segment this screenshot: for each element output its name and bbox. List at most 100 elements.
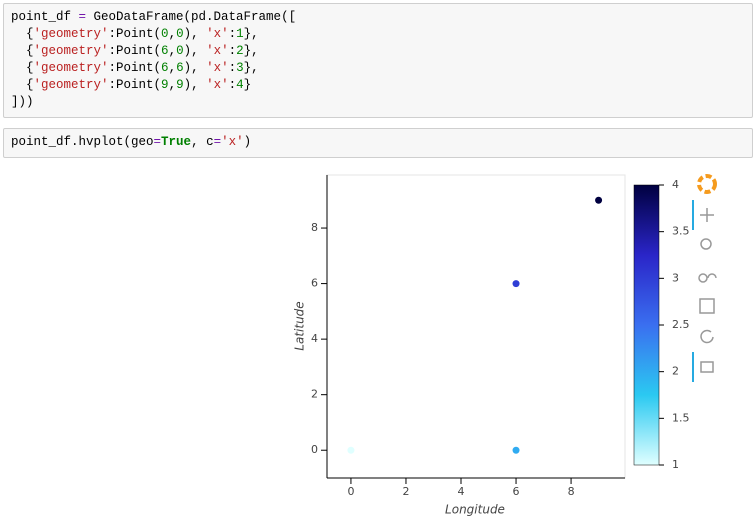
- point: [347, 446, 355, 454]
- save-tool[interactable]: [699, 298, 715, 314]
- plot-frame: [326, 174, 626, 479]
- point: [595, 196, 603, 204]
- y-axis-label: Latitude: [293, 301, 307, 350]
- code-line: point_df = GeoDataFrame(pd.DataFrame([: [11, 9, 745, 26]
- code-token: =: [78, 10, 87, 24]
- code-token: :Point(: [108, 78, 162, 92]
- code-token: :Point(: [108, 44, 162, 58]
- bokeh-logo[interactable]: [697, 174, 717, 194]
- code-token: {: [11, 78, 34, 92]
- code-token: :Point(: [108, 61, 162, 75]
- code-token: True: [161, 135, 192, 149]
- code-token: 'x': [206, 78, 229, 92]
- code-line: {'geometry':Point(0,0), 'x':1},: [11, 26, 745, 43]
- code-token: :: [228, 61, 237, 75]
- colorbar-tick-label: 2: [672, 365, 679, 378]
- code-token: , c: [191, 135, 214, 149]
- toolbar: [692, 174, 717, 382]
- code-token: 0: [161, 27, 169, 41]
- code-token: 'x': [206, 27, 229, 41]
- pan-tool[interactable]: [700, 208, 714, 222]
- code-token: },: [243, 44, 259, 58]
- code-token: :: [228, 78, 237, 92]
- code-token: {: [11, 27, 34, 41]
- point: [512, 280, 520, 288]
- code-token: }: [243, 78, 252, 92]
- code: point_df.hvplot(geo=True, c='x'): [4, 129, 752, 156]
- code-token: 2: [236, 44, 244, 58]
- code-cell[interactable]: point_df.hvplot(geo=True, c='x'): [3, 128, 753, 158]
- code-token: point_df.hvplot(geo: [11, 135, 154, 149]
- code-token: ),: [183, 61, 207, 75]
- code-token: 6: [161, 44, 169, 58]
- colorbar-tick-label: 1: [672, 458, 679, 471]
- code: point_df = GeoDataFrame(pd.DataFrame([ {…: [4, 4, 752, 116]
- y-tick-label: 8: [311, 221, 318, 234]
- hover-tool[interactable]: [700, 361, 714, 373]
- code-line: {'geometry':Point(6,6), 'x':3},: [11, 60, 745, 77]
- code-token: ,: [168, 44, 177, 58]
- code-token: ),: [183, 44, 207, 58]
- colorbar-tick-label: 2.5: [672, 318, 690, 331]
- wheel-zoom-tool[interactable]: [698, 273, 717, 283]
- code-token: =: [213, 135, 222, 149]
- code-token: 0: [176, 44, 184, 58]
- y-tick-label: 4: [311, 332, 318, 345]
- code-token: 'geometry': [33, 61, 109, 75]
- x-axis-label: Longitude: [445, 503, 505, 517]
- active-indicator: [692, 200, 694, 230]
- x-tick-label: 2: [402, 485, 409, 498]
- y-tick-label: 0: [311, 443, 318, 456]
- code-token: 0: [176, 27, 184, 41]
- code-token: 'geometry': [33, 27, 109, 41]
- code-line: point_df.hvplot(geo=True, c='x'): [11, 134, 745, 151]
- x-tick-label: 0: [347, 485, 354, 498]
- point: [512, 446, 520, 454]
- code-token: 'x': [206, 61, 229, 75]
- code-token: {: [11, 44, 34, 58]
- code-token: 'geometry': [33, 78, 109, 92]
- colorbar-tick-label: 3: [672, 271, 679, 284]
- code-token: :Point(: [108, 27, 162, 41]
- code-token: 'geometry': [33, 44, 109, 58]
- code-token: GeoDataFrame(pd.DataFrame([: [86, 10, 297, 24]
- colorbar-tick-label: 1.5: [672, 411, 690, 424]
- code-token: 9: [176, 78, 184, 92]
- x-tick-label: 4: [458, 485, 465, 498]
- y-tick-label: 2: [311, 388, 318, 401]
- code-token: 6: [176, 61, 184, 75]
- code-token: ,: [168, 78, 177, 92]
- code-token: 'x': [206, 44, 229, 58]
- code-token: ),: [183, 27, 207, 41]
- code-token: 1: [236, 27, 244, 41]
- code-token: ])): [11, 95, 34, 109]
- code-token: point_df: [11, 10, 79, 24]
- code-token: :: [228, 27, 237, 41]
- code-cell[interactable]: point_df = GeoDataFrame(pd.DataFrame([ {…: [3, 3, 753, 118]
- code-token: 6: [161, 61, 169, 75]
- code-token: },: [243, 61, 259, 75]
- code-token: 4: [236, 78, 244, 92]
- code-line: {'geometry':Point(6,0), 'x':2},: [11, 43, 745, 60]
- code-token: 'x': [221, 135, 244, 149]
- code-token: ),: [183, 78, 207, 92]
- colorbar: [633, 184, 660, 466]
- x-tick-label: 8: [568, 485, 575, 498]
- code-line: {'geometry':Point(9,9), 'x':4}: [11, 77, 745, 94]
- box-zoom-tool[interactable]: [700, 238, 712, 250]
- code-token: ,: [168, 61, 177, 75]
- code-token: 9: [161, 78, 169, 92]
- x-tick-label: 6: [513, 485, 520, 498]
- active-indicator: [692, 352, 694, 382]
- code-line: ])): [11, 94, 745, 111]
- code-token: 3: [236, 61, 244, 75]
- code-token: },: [243, 27, 259, 41]
- reset-tool[interactable]: [700, 329, 714, 344]
- code-token: :: [228, 44, 237, 58]
- colorbar-tick-label: 4: [672, 178, 679, 191]
- code-token: {: [11, 61, 34, 75]
- y-tick-label: 6: [311, 277, 318, 290]
- code-token: ,: [168, 27, 177, 41]
